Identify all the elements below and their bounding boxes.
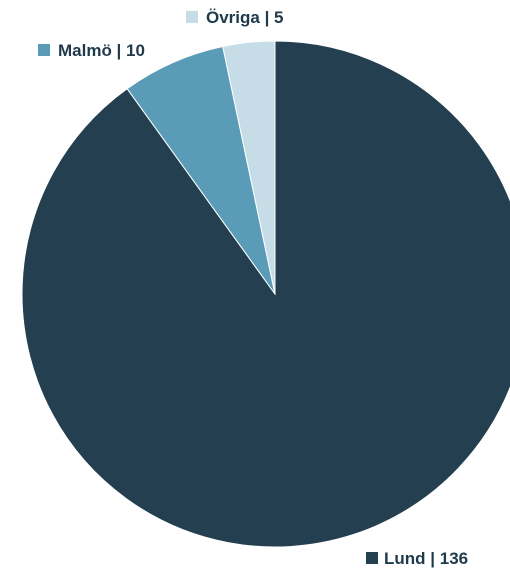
pie-slice-lund	[21, 40, 510, 548]
legend-label-ovriga: Övriga | 5	[206, 8, 284, 27]
legend-label-lund: Lund | 136	[384, 549, 468, 568]
legend-swatch-malmo	[38, 44, 50, 56]
legend-swatch-ovriga	[186, 11, 198, 23]
pie-slice--vriga	[222, 40, 276, 295]
legend-swatch-lund	[366, 552, 378, 564]
pie-slices	[21, 40, 510, 548]
legend-label-malmo: Malmö | 10	[58, 41, 145, 60]
pie-labels: Lund | 136 Malmö | 10 Övriga | 5	[38, 8, 468, 568]
